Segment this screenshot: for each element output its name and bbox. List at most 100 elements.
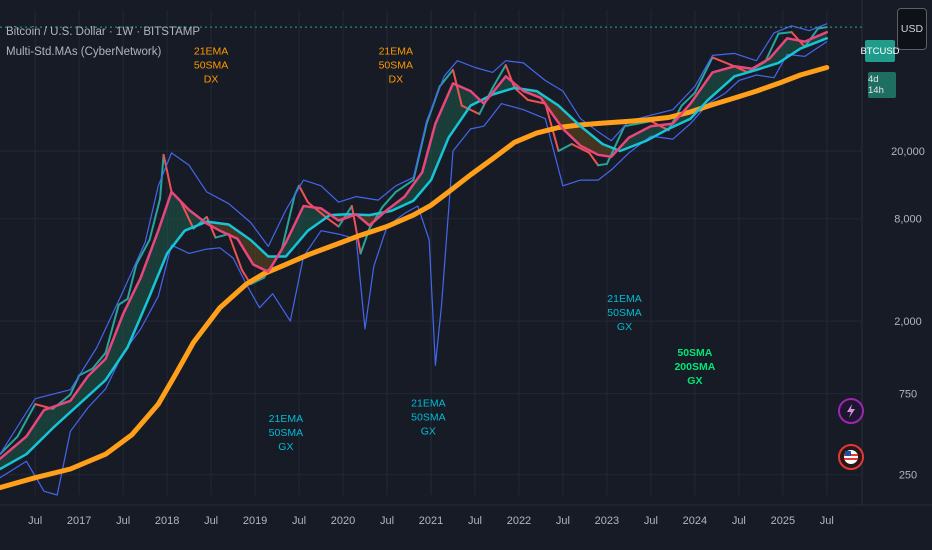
cloud-segment [256, 245, 261, 268]
y-tick-label: 20,000 [891, 146, 925, 158]
cloud-segment [98, 362, 103, 387]
cloud-segment [158, 220, 162, 275]
cloud-segment [147, 249, 152, 301]
x-tick-label: 2022 [507, 515, 531, 527]
x-tick-label: Jul [732, 515, 746, 527]
annotation-label: 50SMA [411, 411, 445, 423]
cloud-segment [91, 369, 95, 393]
cloud-segment [119, 314, 124, 360]
x-tick-label: 2018 [155, 515, 179, 527]
annotation-label: 50SMA [379, 59, 413, 71]
cloud-segment [584, 129, 588, 150]
cloud-segment [788, 38, 792, 57]
price-segment [148, 197, 162, 241]
price-segment [588, 151, 600, 167]
cloud-segment [151, 240, 155, 292]
cloud-segment [791, 39, 796, 55]
x-tick-label: Jul [204, 515, 218, 527]
cloud-segment [707, 74, 711, 101]
price-segment [324, 215, 340, 228]
price-segment [597, 162, 608, 167]
price-segment [306, 201, 327, 218]
cloud-segment [453, 83, 458, 130]
price-segment [693, 56, 714, 94]
annotation-label: 50SMA [607, 307, 641, 319]
cloud-segment [721, 68, 725, 89]
y-tick-label: 8,000 [894, 214, 922, 226]
cloud-segment [225, 224, 229, 235]
price-segment [764, 32, 780, 63]
cloud-segment [499, 79, 504, 93]
price-segment [91, 351, 107, 370]
y-tick-label: 750 [899, 389, 917, 401]
lightning-icon[interactable] [838, 398, 864, 424]
cloud-segment [605, 145, 609, 157]
annotation-label: 50SMA [194, 59, 228, 71]
bar-countdown-tag: 4d 14h [868, 72, 896, 98]
cloud-segment [126, 299, 131, 349]
price-segment [438, 68, 454, 88]
price-segment [280, 194, 296, 252]
cloud-segment [87, 372, 92, 397]
cloud-segment [446, 89, 451, 142]
annotation-label: DX [389, 73, 404, 85]
indicator-title[interactable]: Multi-Std.MAs (CyberNetwork) [6, 46, 162, 58]
cloud-segment [14, 443, 18, 462]
x-tick-label: Jul [556, 515, 570, 527]
x-tick-label: 2024 [683, 515, 707, 527]
series-bb-upper [0, 23, 828, 455]
cross-annotation-gx: 21EMA 50SMA GX [607, 293, 641, 333]
cloud-segment [17, 440, 22, 460]
x-tick-label: Jul [28, 515, 42, 527]
cloud-segment [577, 122, 581, 146]
cloud-segment [636, 131, 641, 145]
cloud-segment [154, 230, 159, 284]
cloud-segment [439, 105, 444, 159]
cross-annotations: 21EMA50SMADX21EMA50SMADX21EMA50SMAGX21EM… [194, 45, 716, 453]
annotation-label: 21EMA [269, 413, 303, 425]
cloud-segment [640, 129, 644, 144]
cross-annotation-gx: 21EMA 50SMA GX [269, 413, 303, 453]
cloud-segment [168, 192, 173, 252]
us-flag-icon[interactable] [838, 444, 864, 470]
cloud-segment [302, 206, 307, 237]
annotation-label: GX [687, 375, 702, 387]
cloud-segment [503, 77, 507, 92]
cloud-segment [161, 210, 166, 267]
cloud-segment [633, 133, 637, 146]
price-segment [227, 233, 243, 271]
price-segment [451, 68, 463, 107]
cloud-segment [260, 249, 264, 270]
price-segment [460, 104, 481, 116]
annotation-label: 21EMA [411, 397, 445, 409]
price-segment [513, 86, 529, 101]
price-segment [777, 31, 793, 35]
cloud-segment [629, 135, 634, 148]
cloud-segment [56, 404, 60, 425]
y-tick-label: 2,000 [894, 316, 922, 328]
cloud-segment [309, 206, 314, 230]
cloud-segment [591, 134, 595, 154]
price-segment [381, 190, 397, 208]
currency-scale-button[interactable]: USD [897, 8, 927, 50]
cloud-segment [432, 121, 437, 176]
cloud-segment [714, 70, 718, 95]
annotation-label: 50SMA [677, 347, 712, 359]
cloud-segment [38, 412, 43, 443]
cross-annotation-gx: 21EMA 50SMA GX [411, 397, 445, 437]
x-axis: Jul 2017 Jul 2018 Jul 2019 Jul 2020 Jul 2021 Jul 20… [0, 504, 932, 527]
x-tick-label: 2023 [595, 515, 619, 527]
x-tick-label: Jul [644, 515, 658, 527]
cloud-segment [650, 125, 655, 139]
price-segment [135, 238, 151, 266]
annotation-label: GX [617, 321, 632, 333]
cloud-segment [781, 41, 785, 62]
cloud-segment [45, 408, 50, 436]
cloud-segment [165, 199, 169, 258]
cloud-segment [710, 71, 715, 98]
cloud-segment [601, 143, 606, 156]
cross-annotation-dx: 21EMA 50SMA DX [379, 45, 413, 85]
cloud-segment [24, 433, 29, 456]
